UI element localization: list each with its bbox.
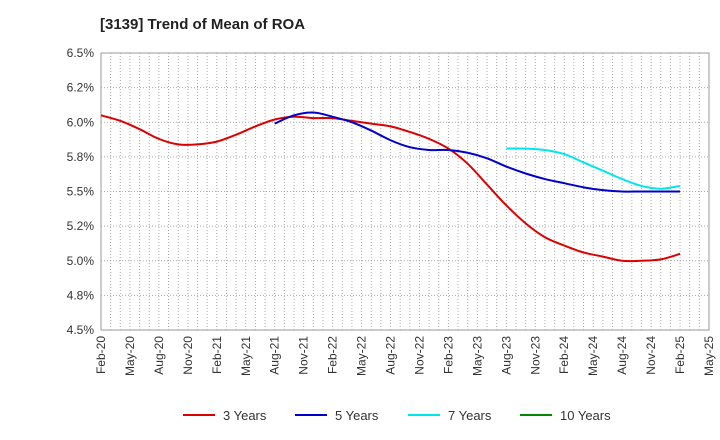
x-tick-label: Nov-20: [181, 336, 195, 375]
y-axis: 4.5% 4.8% 5.0% 5.2% 5.5% 5.8% 6.0% 6.2% 6.5%: [67, 46, 95, 337]
y-tick-label: 4.8%: [67, 288, 95, 302]
x-tick-label: May-25: [702, 336, 716, 376]
x-tick-label: Nov-21: [297, 336, 311, 375]
x-tick-label: Aug-20: [152, 336, 166, 375]
x-tick-label: Nov-23: [528, 336, 542, 375]
series-line-3-years: [100, 114, 681, 263]
x-tick-label: May-21: [239, 336, 253, 376]
x-axis: Feb-20 May-20 Aug-20 Nov-20 Feb-21 May-21 Aug-…: [94, 336, 716, 376]
x-tick-label: Feb-20: [94, 336, 108, 374]
legend: 3 Years 5 Years 7 Years 10 Years: [183, 408, 611, 423]
x-tick-label: Aug-24: [615, 336, 629, 375]
x-tick-label: Feb-25: [673, 336, 687, 374]
legend-label: 7 Years: [448, 408, 492, 423]
x-tick-label: May-20: [123, 336, 137, 376]
chart-title: [3139] Trend of Mean of ROA: [100, 16, 305, 33]
x-tick-label: May-23: [470, 336, 484, 376]
x-tick-label: Aug-23: [499, 336, 513, 375]
x-tick-label: Aug-22: [384, 336, 398, 375]
y-tick-label: 4.5%: [67, 323, 95, 337]
x-tick-label: Aug-21: [268, 336, 282, 375]
x-tick-label: Nov-24: [644, 336, 658, 375]
x-tick-label: Nov-22: [412, 336, 426, 375]
series-lines: [100, 111, 681, 263]
series-line-7-years: [506, 147, 681, 190]
legend-label: 10 Years: [560, 408, 611, 423]
legend-label: 3 Years: [223, 408, 267, 423]
y-tick-label: 5.0%: [67, 254, 95, 268]
y-tick-label: 5.5%: [67, 185, 95, 199]
x-tick-label: Feb-21: [210, 336, 224, 374]
y-tick-label: 5.8%: [67, 150, 95, 164]
x-tick-label: May-24: [586, 336, 600, 376]
x-tick-label: Feb-22: [326, 336, 340, 374]
x-tick-label: Feb-23: [441, 336, 455, 374]
x-tick-label: May-22: [355, 336, 369, 376]
legend-label: 5 Years: [335, 408, 379, 423]
y-tick-label: 6.0%: [67, 115, 95, 129]
y-tick-label: 6.2%: [67, 81, 95, 95]
x-tick-label: Feb-24: [557, 336, 571, 374]
series-line-5-years: [274, 111, 681, 193]
y-tick-label: 6.5%: [67, 46, 95, 60]
y-tick-label: 5.2%: [67, 219, 95, 233]
